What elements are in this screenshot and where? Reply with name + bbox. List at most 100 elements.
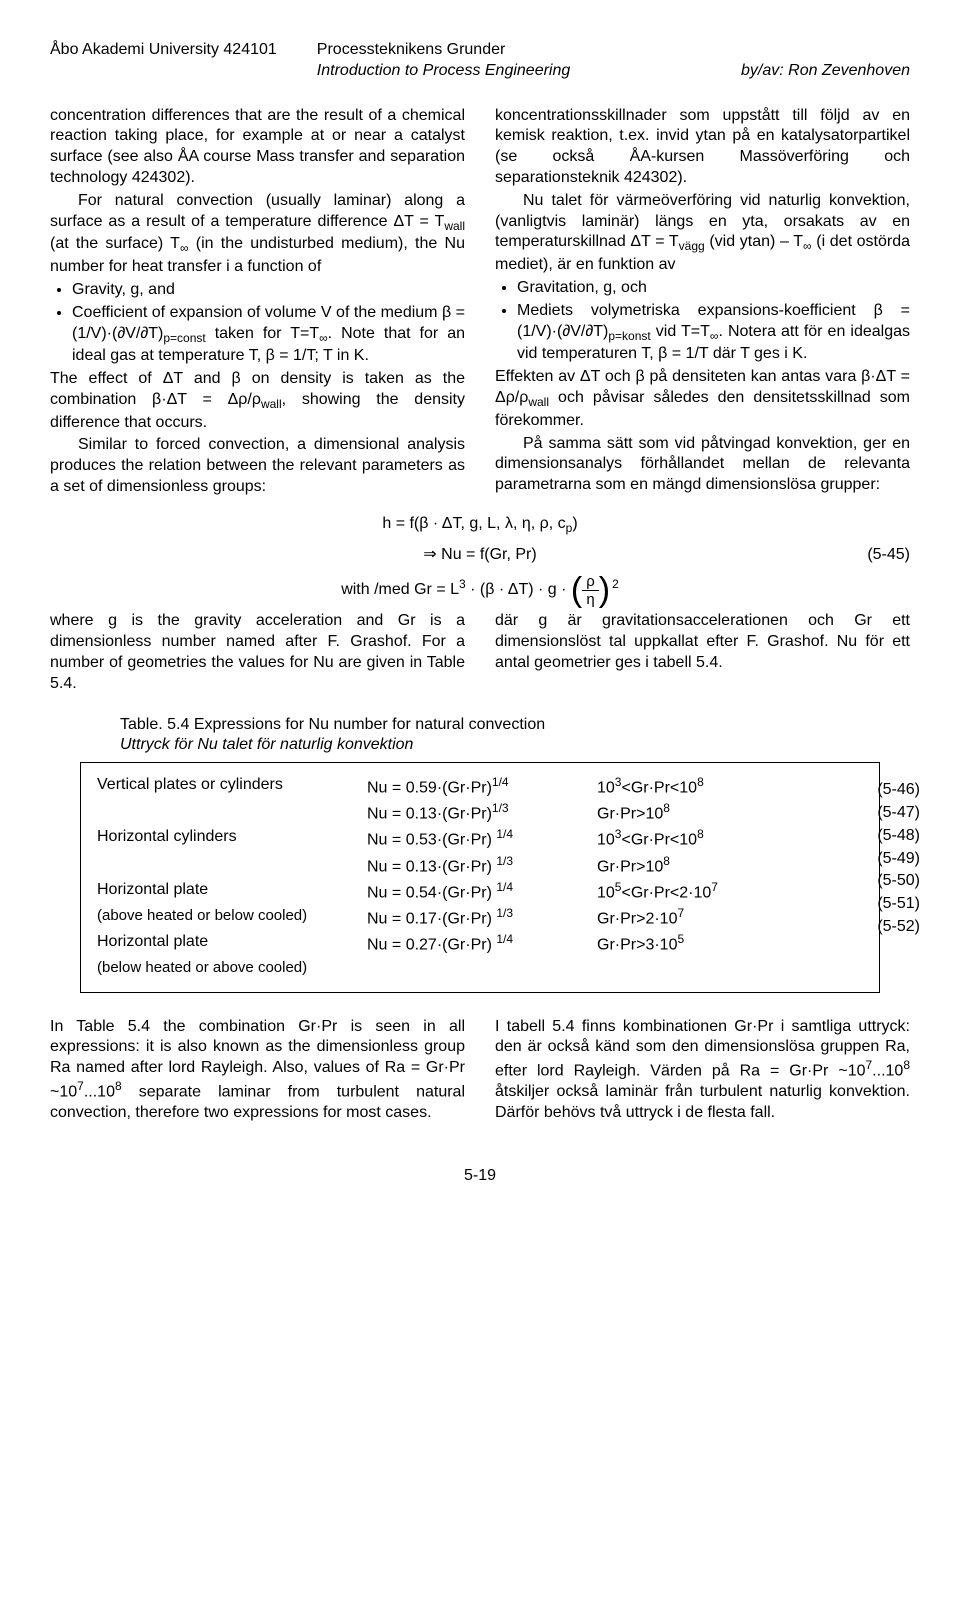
en-bullet-1: Gravity, g, and <box>72 280 465 301</box>
table-row: (above heated or below cooled) Nu = 0.17… <box>97 906 863 930</box>
table-row: (below heated or above cooled) <box>97 958 863 978</box>
equation-line-3: with /med Gr = L3 · (β · ΔT) · g · (ρη)2 <box>50 573 910 607</box>
table-cell: Horizontal plate <box>97 880 367 901</box>
header-author: by/av: Ron Zevenhoven <box>741 40 910 82</box>
table-cell: Nu = 0.13·(Gr·Pr) 1/3 <box>367 854 597 878</box>
subscript: ∞ <box>803 240 812 254</box>
table-cell: 105<Gr·Pr<2·107 <box>597 880 777 904</box>
text: åtskiljer också laminär från turbulent n… <box>495 1083 910 1121</box>
table-cell: Horizontal plate <box>97 932 367 953</box>
equation-numbers-column: (5-46) (5-47) (5-48) (5-49) (5-50) (5-51… <box>877 780 920 938</box>
subscript: ∞ <box>180 242 189 256</box>
eq-num: (5-49) <box>877 849 920 870</box>
en-post-eq: where g is the gravity acceleration and … <box>50 611 465 696</box>
table-row: Vertical plates or cylinders Nu = 0.59·(… <box>97 775 863 799</box>
sv-bullet-2: Mediets volymetriska expansions-koeffici… <box>517 301 910 365</box>
sv-para-3: Effekten av ΔT och β på densiteten kan a… <box>495 367 910 431</box>
table-5-4: Vertical plates or cylinders Nu = 0.59·(… <box>80 762 880 992</box>
eq-num: (5-46) <box>877 780 920 801</box>
sv-para-1: koncentrationsskillnader som uppstått ti… <box>495 106 910 189</box>
en-para-2: For natural convection (usually laminar)… <box>50 191 465 278</box>
eq-num: (5-52) <box>877 917 920 938</box>
fraction-numerator: ρ <box>582 574 599 590</box>
en-para-3: The effect of ΔT and β on density is tak… <box>50 369 465 433</box>
table-cell: Nu = 0.27·(Gr·Pr) 1/4 <box>367 932 597 956</box>
text: ) <box>572 515 577 532</box>
text: ...10 <box>84 1083 115 1100</box>
table-cell: Nu = 0.53·(Gr·Pr) 1/4 <box>367 827 597 851</box>
bottom-en: In Table 5.4 the combination Gr·Pr is se… <box>50 1017 465 1126</box>
text: h = f(β · ΔT, g, L, λ, η, ρ, c <box>382 515 565 532</box>
main-columns: concentration differences that are the r… <box>50 106 910 500</box>
en-para-1: concentration differences that are the r… <box>50 106 465 189</box>
fraction-denominator: η <box>582 590 598 607</box>
text: I tabell 5.4 finns kombinationen Gr·Pr i… <box>495 1018 910 1080</box>
table-cell: Nu = 0.13·(Gr·Pr)1/3 <box>367 801 597 825</box>
en-para-4: Similar to forced convection, a dimensio… <box>50 435 465 497</box>
header-byline: by/av: Ron Zevenhoven <box>741 61 910 82</box>
page-number: 5-19 <box>50 1166 910 1187</box>
post-eq-columns: where g is the gravity acceleration and … <box>50 611 910 696</box>
table-cell: Gr·Pr>108 <box>597 854 777 878</box>
sv-para-4: På samma sätt som vid påtvingad konvekti… <box>495 434 910 496</box>
sv-para-5: där g är gravitationsaccelerationen och … <box>495 611 910 673</box>
table-cell: Nu = 0.59·(Gr·Pr)1/4 <box>367 775 597 799</box>
equation-number: (5-45) <box>867 545 910 566</box>
equation-line-1: h = f(β · ΔT, g, L, λ, η, ρ, cp) <box>50 514 910 537</box>
sv-bullets: Gravitation, g, och Mediets volymetriska… <box>495 278 910 365</box>
column-swedish: koncentrationsskillnader som uppstått ti… <box>495 106 910 500</box>
sv-para-2: Nu talet för värmeöverföring vid naturli… <box>495 191 910 276</box>
table-cell: Gr·Pr>3·105 <box>597 932 777 956</box>
eq-num: (5-51) <box>877 894 920 915</box>
sv-post-eq: där g är gravitationsaccelerationen och … <box>495 611 910 696</box>
text: (vid ytan) – T <box>705 233 803 250</box>
superscript: 7 <box>77 1079 84 1093</box>
en-bullet-2: Coefficient of expansion of volume V of … <box>72 303 465 367</box>
table-row: Nu = 0.13·(Gr·Pr) 1/3 Gr·Pr>108 <box>97 854 863 878</box>
text: with /med Gr = L <box>341 582 459 599</box>
header-center: Processteknikens Grunder Introduction to… <box>317 40 741 82</box>
eq-num: (5-47) <box>877 803 920 824</box>
bottom-en-para: In Table 5.4 the combination Gr·Pr is se… <box>50 1017 465 1124</box>
subscript: p=konst <box>608 329 650 343</box>
table-cell: Horizontal cylinders <box>97 827 367 848</box>
superscript: 3 <box>459 577 466 591</box>
table-caption: Table. 5.4 Expressions for Nu number for… <box>120 715 910 757</box>
subscript: wall <box>444 219 465 233</box>
text: ...10 <box>872 1063 903 1080</box>
text: (at the surface) T <box>50 235 180 252</box>
table-row: Nu = 0.13·(Gr·Pr)1/3 Gr·Pr>108 <box>97 801 863 825</box>
text: och påvisar således den densitetsskillna… <box>495 389 910 429</box>
subscript: vägg <box>679 240 705 254</box>
header-course-en: Introduction to Process Engineering <box>317 61 741 82</box>
superscript: 8 <box>115 1079 122 1093</box>
text: taken for T=T <box>206 325 319 342</box>
bottom-sv: I tabell 5.4 finns kombinationen Gr·Pr i… <box>495 1017 910 1126</box>
column-english: concentration differences that are the r… <box>50 106 465 500</box>
table-cell: Nu = 0.54·(Gr·Pr) 1/4 <box>367 880 597 904</box>
en-bullets: Gravity, g, and Coefficient of expansion… <box>50 280 465 367</box>
superscript: 8 <box>903 1058 910 1072</box>
en-para-5: where g is the gravity acceleration and … <box>50 611 465 694</box>
table-row: Horizontal plate Nu = 0.27·(Gr·Pr) 1/4 G… <box>97 932 863 956</box>
table-cell: (above heated or below cooled) <box>97 906 367 926</box>
bottom-sv-para: I tabell 5.4 finns kombinationen Gr·Pr i… <box>495 1017 910 1124</box>
table-cell: 103<Gr·Pr<108 <box>597 827 777 851</box>
sv-bullet-1: Gravitation, g, och <box>517 278 910 299</box>
bottom-columns: In Table 5.4 the combination Gr·Pr is se… <box>50 1017 910 1126</box>
subscript: p=const <box>163 331 205 345</box>
table-row: Horizontal cylinders Nu = 0.53·(Gr·Pr) 1… <box>97 827 863 851</box>
table-cell: 103<Gr·Pr<108 <box>597 775 777 799</box>
eq-num: (5-48) <box>877 826 920 847</box>
subscript: wall <box>528 395 549 409</box>
header-left: Åbo Akademi University 424101 <box>50 40 277 82</box>
text: vid T=T <box>651 323 710 340</box>
table-cell: Nu = 0.17·(Gr·Pr) 1/3 <box>367 906 597 930</box>
table-cell: Vertical plates or cylinders <box>97 775 367 796</box>
eq-num: (5-50) <box>877 871 920 892</box>
table-cell: Gr·Pr>108 <box>597 801 777 825</box>
subscript: ∞ <box>319 331 328 345</box>
header-course-sv: Processteknikens Grunder <box>317 40 741 61</box>
table-caption-en: Table. 5.4 Expressions for Nu number for… <box>120 715 910 736</box>
table-cell: (below heated or above cooled) <box>97 958 367 978</box>
